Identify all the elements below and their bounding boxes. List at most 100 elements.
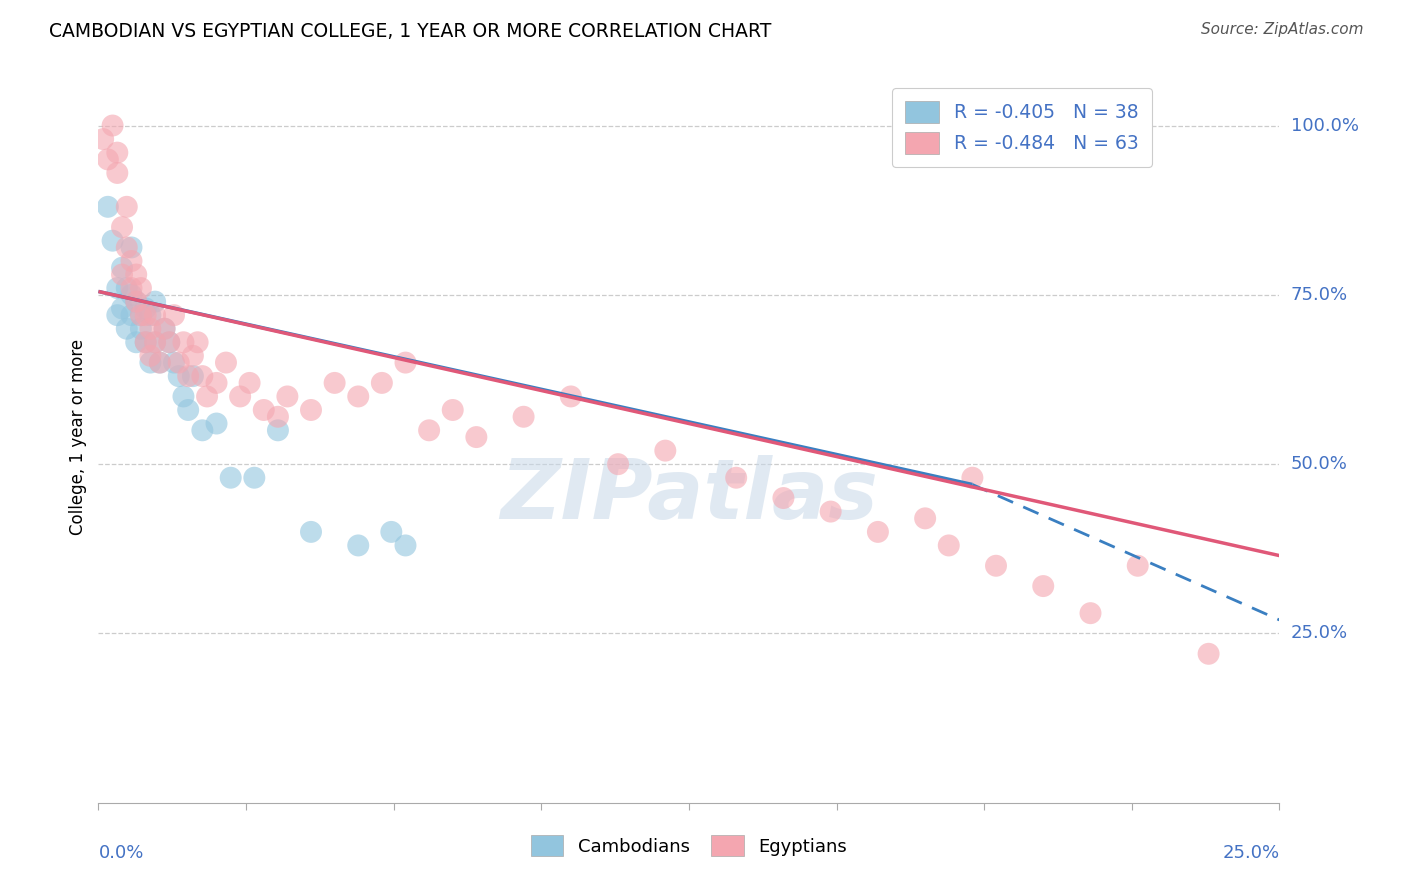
Point <box>135 335 157 350</box>
Point <box>111 260 134 275</box>
Point <box>129 308 152 322</box>
Point <box>101 119 124 133</box>
Point <box>115 322 138 336</box>
Point <box>163 308 186 322</box>
Point <box>866 524 889 539</box>
Point <box>125 268 148 282</box>
Point <box>299 403 322 417</box>
Point <box>191 369 214 384</box>
Point <box>167 355 190 369</box>
Point <box>105 166 128 180</box>
Point <box>101 234 124 248</box>
Point <box>323 376 346 390</box>
Legend: Cambodians, Egyptians: Cambodians, Egyptians <box>520 824 858 867</box>
Point <box>938 538 960 552</box>
Point <box>129 322 152 336</box>
Point <box>394 355 416 369</box>
Point <box>512 409 534 424</box>
Point <box>125 294 148 309</box>
Point <box>143 335 166 350</box>
Point <box>91 132 114 146</box>
Point <box>129 308 152 322</box>
Point <box>219 471 242 485</box>
Point <box>143 294 166 309</box>
Point <box>984 558 1007 573</box>
Point <box>371 376 394 390</box>
Point <box>181 349 204 363</box>
Point <box>135 301 157 316</box>
Point <box>115 281 138 295</box>
Point <box>153 322 176 336</box>
Point <box>177 369 200 384</box>
Text: 25.0%: 25.0% <box>1291 624 1348 642</box>
Point <box>243 471 266 485</box>
Point <box>149 355 172 369</box>
Point <box>105 308 128 322</box>
Point <box>143 308 166 322</box>
Point <box>139 308 162 322</box>
Point <box>172 335 194 350</box>
Point <box>725 471 748 485</box>
Text: 100.0%: 100.0% <box>1291 117 1358 135</box>
Point <box>121 308 143 322</box>
Point <box>181 369 204 384</box>
Point <box>267 409 290 424</box>
Point <box>191 423 214 437</box>
Point <box>267 423 290 437</box>
Point <box>1126 558 1149 573</box>
Text: 25.0%: 25.0% <box>1222 845 1279 863</box>
Point <box>205 417 228 431</box>
Text: CAMBODIAN VS EGYPTIAN COLLEGE, 1 YEAR OR MORE CORRELATION CHART: CAMBODIAN VS EGYPTIAN COLLEGE, 1 YEAR OR… <box>49 22 772 41</box>
Point <box>172 389 194 403</box>
Point <box>441 403 464 417</box>
Point <box>111 301 134 316</box>
Point <box>139 355 162 369</box>
Point <box>115 200 138 214</box>
Point <box>1080 606 1102 620</box>
Point <box>914 511 936 525</box>
Point <box>125 294 148 309</box>
Point <box>149 355 172 369</box>
Point <box>153 322 176 336</box>
Point <box>157 335 180 350</box>
Point <box>1198 647 1220 661</box>
Text: 50.0%: 50.0% <box>1291 455 1347 473</box>
Point <box>772 491 794 505</box>
Point <box>177 403 200 417</box>
Text: 75.0%: 75.0% <box>1291 285 1348 304</box>
Point <box>1032 579 1054 593</box>
Point <box>163 355 186 369</box>
Text: 0.0%: 0.0% <box>98 845 143 863</box>
Point <box>129 281 152 295</box>
Point <box>139 322 162 336</box>
Point <box>276 389 298 403</box>
Point <box>125 335 148 350</box>
Point <box>229 389 252 403</box>
Point <box>105 281 128 295</box>
Point <box>253 403 276 417</box>
Point <box>205 376 228 390</box>
Point <box>215 355 238 369</box>
Point <box>115 240 138 254</box>
Point <box>394 538 416 552</box>
Point <box>347 538 370 552</box>
Text: ZIPatlas: ZIPatlas <box>501 455 877 536</box>
Point <box>654 443 676 458</box>
Point <box>157 335 180 350</box>
Point <box>139 349 162 363</box>
Point <box>97 200 120 214</box>
Point <box>465 430 488 444</box>
Point <box>380 524 402 539</box>
Point <box>121 240 143 254</box>
Point <box>239 376 262 390</box>
Point <box>418 423 440 437</box>
Point <box>121 254 143 268</box>
Point <box>560 389 582 403</box>
Point <box>135 308 157 322</box>
Point <box>135 335 157 350</box>
Point <box>111 220 134 235</box>
Point <box>167 369 190 384</box>
Point <box>143 335 166 350</box>
Text: Source: ZipAtlas.com: Source: ZipAtlas.com <box>1201 22 1364 37</box>
Point <box>607 457 630 471</box>
